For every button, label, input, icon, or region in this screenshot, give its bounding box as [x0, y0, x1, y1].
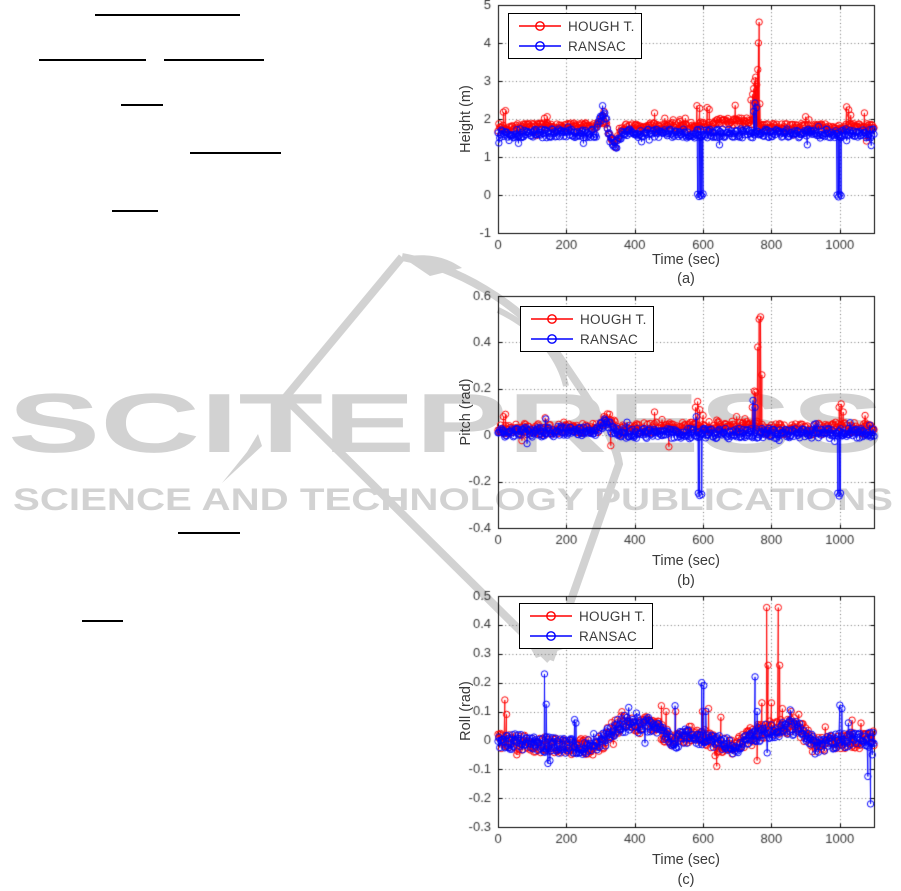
legend-entry-ransac: RANSAC	[528, 626, 646, 646]
blue-line-circle-marker-icon	[519, 41, 561, 51]
legend-label-ransac: RANSAC	[580, 331, 639, 347]
y-axis-label-height: Height (m)	[458, 85, 474, 153]
blue-line-circle-marker-icon	[530, 631, 572, 641]
legend-label-ransac: RANSAC	[568, 38, 627, 54]
redacted-line	[178, 532, 240, 534]
figure-caption-b: (b)	[677, 573, 695, 589]
red-line-circle-marker-icon	[530, 611, 572, 621]
redacted-line	[190, 152, 281, 154]
y-axis-label-roll: Roll (rad)	[458, 681, 474, 741]
legend-entry-ransac: RANSAC	[529, 329, 647, 349]
legend-label-hough: HOUGH T.	[568, 18, 635, 34]
figure-b-pitch-plot: Pitch (rad) HOUGH T. RANSAC Time (sec) (…	[455, 290, 901, 590]
redacted-line	[82, 620, 123, 622]
legend-label-hough: HOUGH T.	[580, 311, 647, 327]
redacted-line	[95, 14, 240, 16]
red-line-circle-marker-icon	[531, 314, 573, 324]
legend-entry-ransac: RANSAC	[517, 36, 635, 56]
x-axis-label-c: Time (sec)	[652, 852, 720, 868]
legend-entry-hough: HOUGH T.	[529, 309, 647, 329]
legend-c: HOUGH T. RANSAC	[519, 603, 653, 649]
y-axis-label-pitch: Pitch (rad)	[458, 378, 474, 446]
legend-b: HOUGH T. RANSAC	[520, 306, 654, 352]
legend-label-hough: HOUGH T.	[579, 608, 646, 624]
legend-entry-hough: HOUGH T.	[528, 606, 646, 626]
figure-caption-a: (a)	[677, 271, 695, 287]
redacted-line	[164, 59, 264, 61]
legend-entry-hough: HOUGH T.	[517, 16, 635, 36]
legend-a: HOUGH T. RANSAC	[508, 13, 642, 59]
figure-c-roll-plot: Roll (rad) HOUGH T. RANSAC Time (sec) (c…	[455, 590, 901, 891]
blue-line-circle-marker-icon	[531, 334, 573, 344]
redacted-line	[121, 104, 163, 106]
x-axis-label-a: Time (sec)	[652, 252, 720, 268]
redacted-line	[39, 59, 146, 61]
figure-a-height-plot: Height (m) HOUGH T. RANSAC Time (sec) (a…	[455, 0, 901, 290]
x-axis-label-b: Time (sec)	[652, 553, 720, 569]
redacted-line	[112, 210, 158, 212]
figure-caption-c: (c)	[677, 872, 695, 888]
legend-label-ransac: RANSAC	[579, 628, 638, 644]
red-line-circle-marker-icon	[519, 21, 561, 31]
